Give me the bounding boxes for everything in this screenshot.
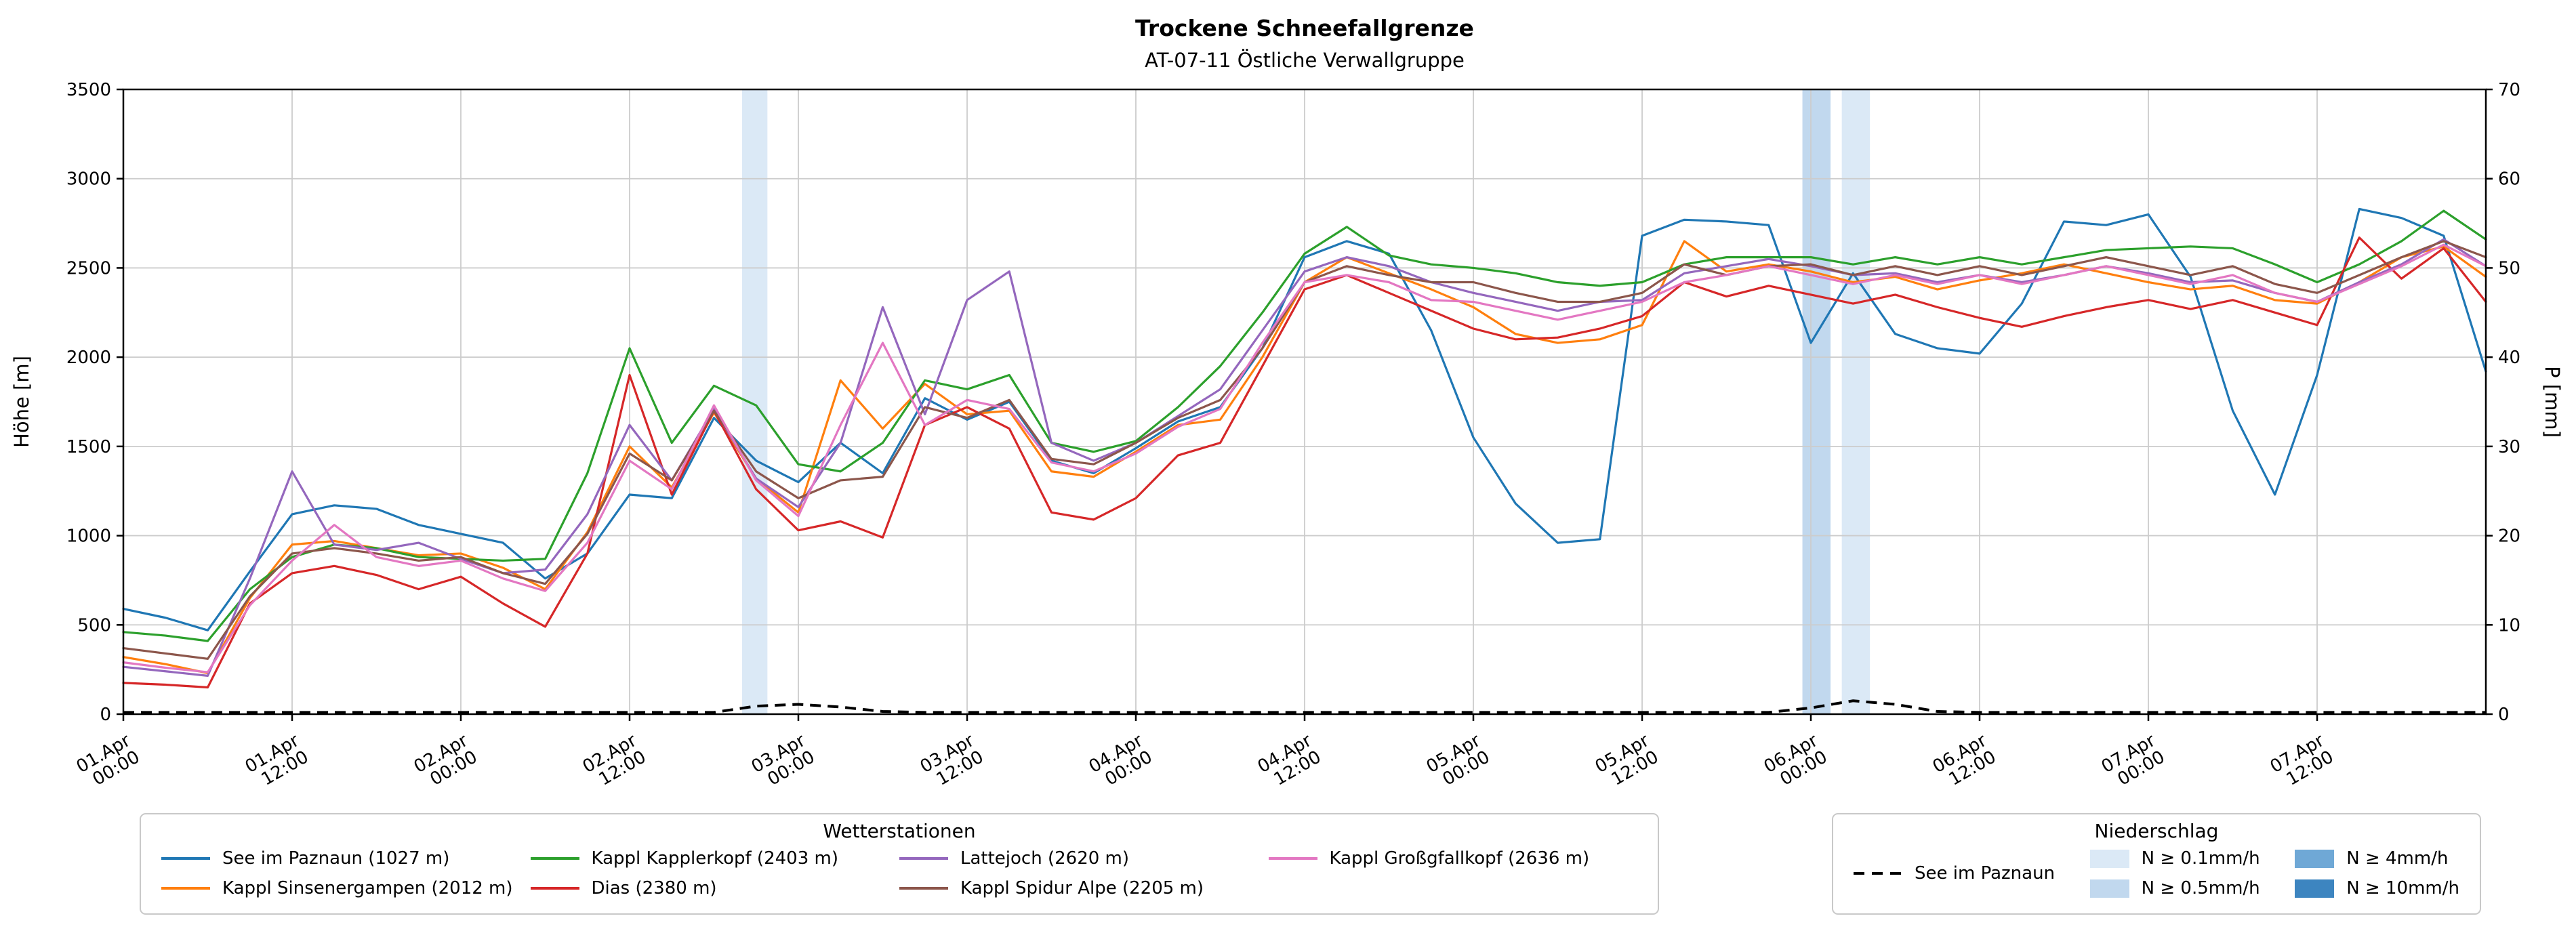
svg-text:500: 500 [77,615,111,636]
chart-title: Trockene Schneefallgrenze [1135,15,1474,41]
legend-fill-swatch [2089,849,2129,868]
legend-item-label: N ≥ 0.5mm/h [2141,878,2260,898]
svg-text:07.Apr00:00: 07.Apr00:00 [2098,730,2169,794]
legend-precip-title: Niederschlag [2094,820,2219,842]
legend-line-swatch [899,857,948,860]
svg-text:30: 30 [2498,437,2520,457]
legend-item-station: Kappl Großgfallkopf (2636 m) [1268,848,1638,869]
legend-item-station: Dias (2380 m) [530,878,900,898]
svg-text:10: 10 [2498,615,2520,636]
svg-text:20: 20 [2498,526,2520,547]
legend-item-precip: N ≥ 10mm/h [2295,878,2459,898]
y-axis-label-right: P [mm] [2541,366,2564,438]
legend-item-station: Kappl Sinsenergampen (2012 m) [161,878,531,898]
legend-fill-swatch [2089,879,2129,898]
legend-item-label: See im Paznaun (1027 m) [222,848,450,869]
svg-text:06.Apr12:00: 06.Apr12:00 [1929,730,2000,794]
svg-text:04.Apr12:00: 04.Apr12:00 [1254,730,1325,794]
legend-line-swatch [161,887,210,890]
svg-text:70: 70 [2498,80,2520,100]
legend-item-label: Dias (2380 m) [591,878,717,898]
svg-text:60: 60 [2498,169,2520,190]
svg-text:3000: 3000 [66,169,111,190]
svg-text:03.Apr00:00: 03.Apr00:00 [748,730,819,794]
svg-text:0: 0 [2498,705,2510,725]
svg-text:06.Apr00:00: 06.Apr00:00 [1761,730,1831,794]
svg-text:2000: 2000 [66,348,111,368]
svg-text:07.Apr12:00: 07.Apr12:00 [2267,730,2337,794]
legend-dashed-line-swatch [1854,872,1902,875]
svg-text:04.Apr00:00: 04.Apr00:00 [1086,730,1156,794]
svg-text:40: 40 [2498,348,2520,368]
legend-item-precip: N ≥ 4mm/h [2295,848,2459,869]
legend-item-label: Kappl Spidur Alpe (2205 m) [960,878,1204,898]
legend-item-station: Kappl Kapplerkopf (2403 m) [530,848,900,869]
legend-fill-swatch [2295,849,2335,868]
legend-niederschlag: Niederschlag See im Paznaun N ≥ 0.1mm/h … [1832,813,2481,915]
legend-item-station: Lattejoch (2620 m) [899,848,1269,869]
legend-line-swatch [899,887,948,890]
legend-line-swatch [161,857,210,860]
legend-line-swatch [530,887,579,890]
svg-text:01.Apr00:00: 01.Apr00:00 [73,730,144,794]
svg-text:3500: 3500 [66,80,111,100]
svg-text:1500: 1500 [66,437,111,457]
svg-text:02.Apr00:00: 02.Apr00:00 [411,730,481,794]
svg-text:50: 50 [2498,258,2520,278]
legend-item-label: Kappl Großgfallkopf (2636 m) [1329,848,1590,869]
legend-item-precip: N ≥ 0.1mm/h [2089,848,2260,869]
svg-text:1000: 1000 [66,526,111,547]
legend-fill-swatch [2295,879,2335,898]
legend-precip-grid: See im Paznaun N ≥ 0.1mm/h N ≥ 0.5mm/h N… [1833,842,2480,909]
legend-wetterstationen: Wetterstationen See im Paznaun (1027 m) … [140,813,1659,915]
legend-item-label: Kappl Sinsenergampen (2012 m) [222,878,513,898]
legend-item-precip-line: See im Paznaun [1854,863,2055,884]
chart-subtitle: AT-07-11 Östliche Verwallgruppe [1145,49,1465,72]
svg-text:02.Apr12:00: 02.Apr12:00 [579,730,650,794]
legend-stations-grid: See im Paznaun (1027 m) Kappl Sinsenerga… [141,842,1658,909]
svg-text:0: 0 [100,705,111,725]
legend-stations-title: Wetterstationen [823,820,976,842]
svg-text:2500: 2500 [66,258,111,278]
legend-item-precip: N ≥ 0.5mm/h [2089,878,2260,898]
svg-text:05.Apr00:00: 05.Apr00:00 [1423,730,1494,794]
legend-line-swatch [530,857,579,860]
svg-text:01.Apr12:00: 01.Apr12:00 [242,730,312,794]
legend-item-label: N ≥ 4mm/h [2346,848,2449,869]
y-axis-label-left: Höhe [m] [10,356,33,448]
legend-item-label: Kappl Kapplerkopf (2403 m) [591,848,838,869]
svg-text:05.Apr12:00: 05.Apr12:00 [1592,730,1662,794]
svg-text:03.Apr12:00: 03.Apr12:00 [917,730,987,794]
legend-line-swatch [1268,857,1317,860]
legend-item-label: Lattejoch (2620 m) [960,848,1130,869]
legend-item-label: N ≥ 0.1mm/h [2141,848,2260,869]
legend-item-label: N ≥ 10mm/h [2346,878,2459,898]
legend-item-label: See im Paznaun [1915,863,2056,884]
legend-item-station: Kappl Spidur Alpe (2205 m) [899,878,1269,898]
legend-item-station: See im Paznaun (1027 m) [161,848,531,869]
